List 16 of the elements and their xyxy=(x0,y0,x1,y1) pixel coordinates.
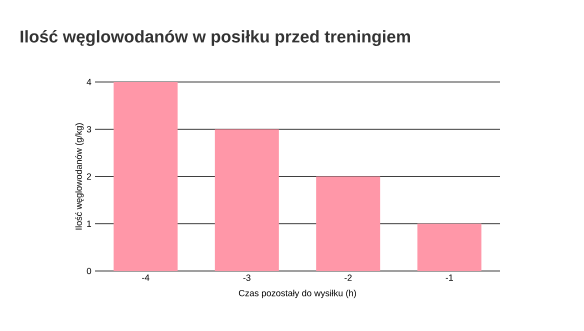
bar xyxy=(417,224,482,271)
chart-title: Ilość węglowodanów w posiłku przed treningiem xyxy=(20,30,410,46)
x-tick-label: -2 xyxy=(344,274,352,281)
y-axis-title: Ilość węglowodanów (g/kg) xyxy=(75,123,84,230)
bar xyxy=(114,82,178,271)
y-tick-label: 3 xyxy=(86,126,92,132)
y-tick-label: 2 xyxy=(86,173,92,180)
x-axis-title: Czas pozostały do wysiłku (h) xyxy=(238,290,356,298)
y-tick-label: 4 xyxy=(86,78,92,86)
x-tick-label: -3 xyxy=(243,274,250,281)
y-tick-label: 1 xyxy=(87,220,92,227)
x-tick-label: -1 xyxy=(446,274,453,281)
bar xyxy=(316,176,380,271)
bar xyxy=(214,129,279,271)
x-tick-label: -4 xyxy=(142,274,150,281)
y-tick-label: 0 xyxy=(86,268,92,274)
